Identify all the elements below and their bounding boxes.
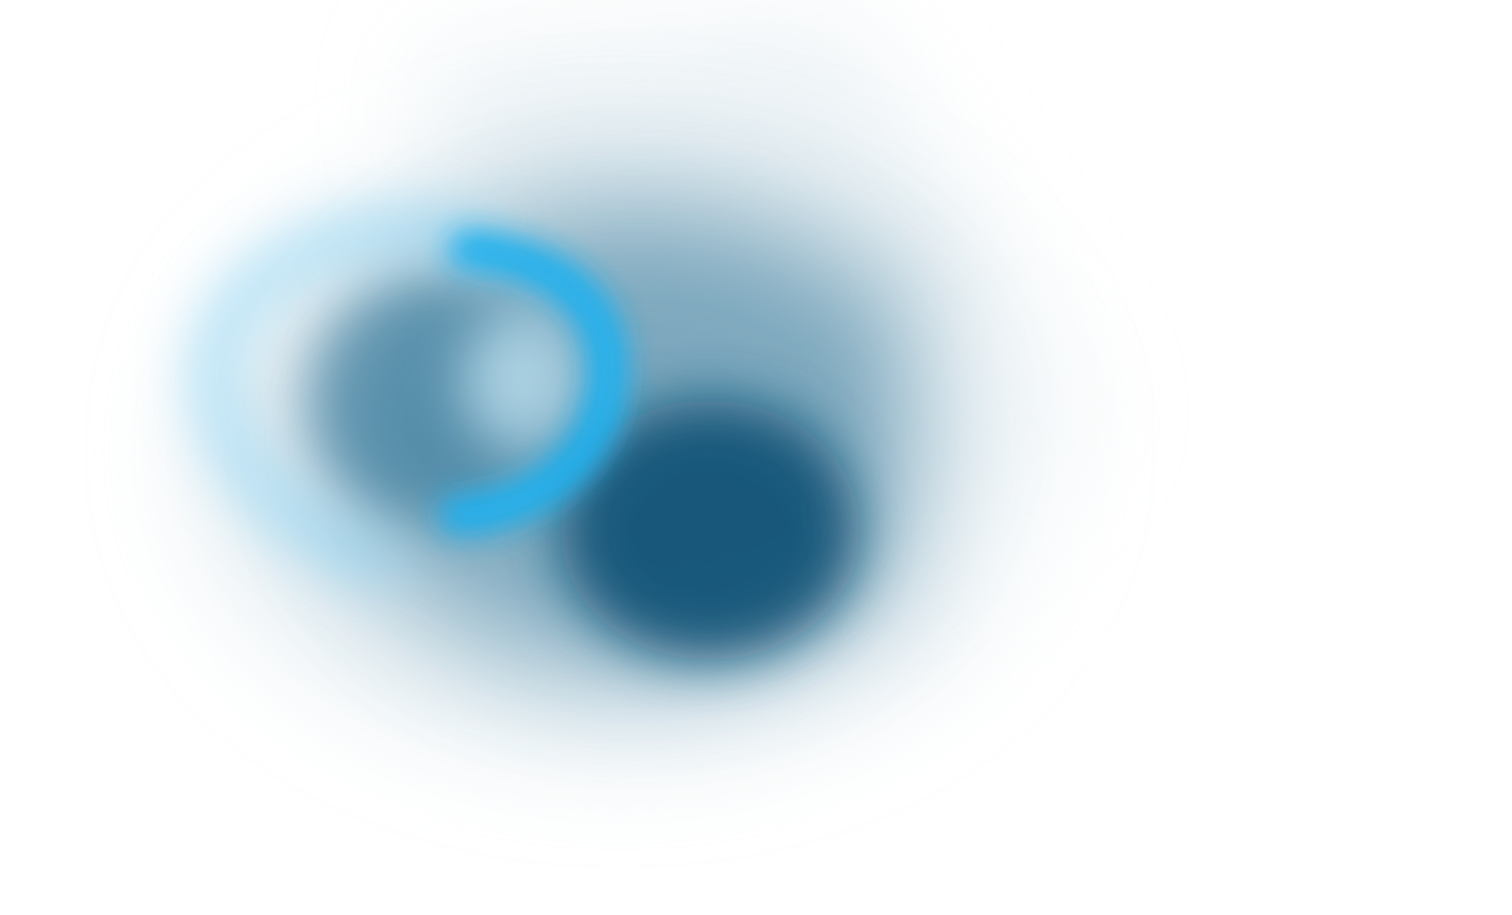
pale-cyan-arc (193, 210, 490, 580)
light-center (460, 310, 580, 450)
right-fog (910, 260, 1150, 660)
bright-cyan-crescent (439, 229, 630, 536)
navy-core (560, 400, 860, 660)
